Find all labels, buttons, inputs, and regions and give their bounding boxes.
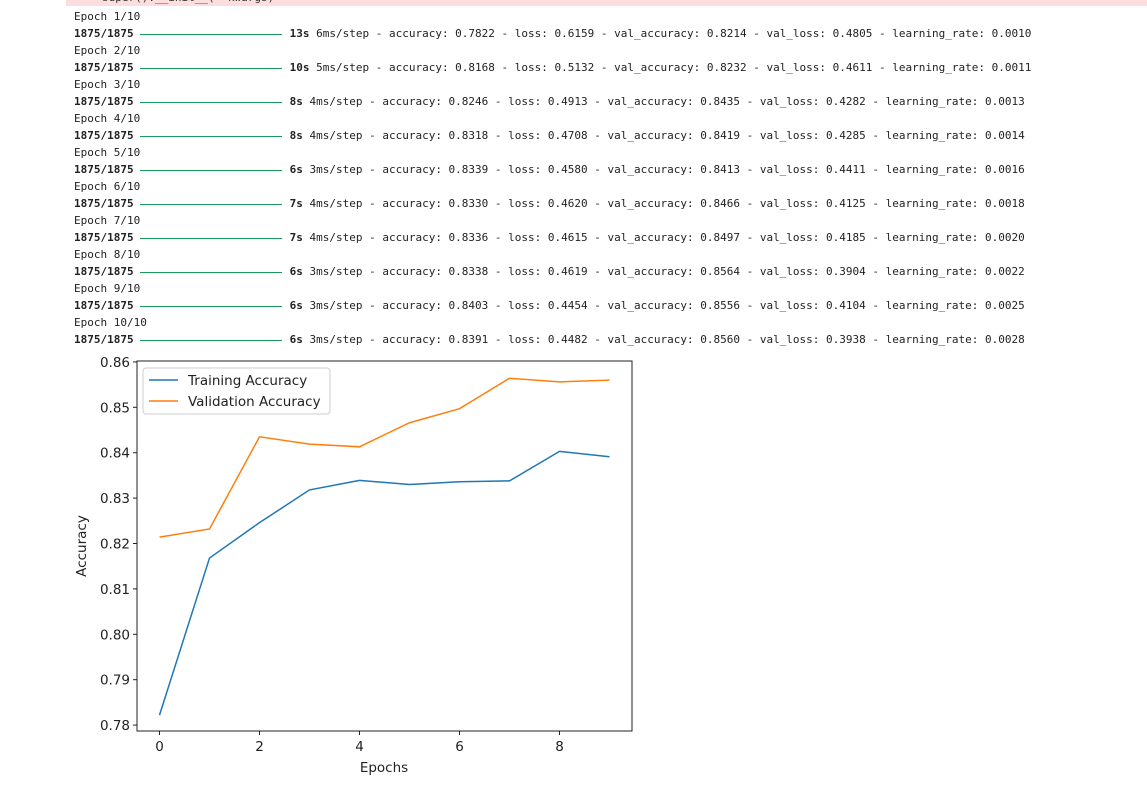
elapsed-time: 10s bbox=[289, 61, 310, 74]
metrics: 5ms/step - accuracy: 0.8168 - loss: 0.51… bbox=[316, 61, 1032, 74]
elapsed-time: 7s bbox=[289, 231, 303, 244]
data-line bbox=[158, 450, 610, 716]
progress-bar bbox=[139, 67, 282, 69]
progress-bar bbox=[139, 135, 282, 137]
progress-bar bbox=[139, 169, 282, 171]
progress-bar bbox=[139, 271, 282, 273]
step-count: 1875/1875 bbox=[74, 61, 134, 74]
warning-banner: super().__init__(**kwargs) bbox=[66, 0, 1147, 6]
metrics: 3ms/step - accuracy: 0.8391 - loss: 0.44… bbox=[309, 333, 1025, 346]
elapsed-time: 8s bbox=[289, 95, 303, 108]
step-count: 1875/1875 bbox=[74, 163, 134, 176]
elapsed-time: 13s bbox=[289, 27, 310, 40]
y-axis-label: Accuracy bbox=[74, 515, 90, 577]
x-tick-label: 4 bbox=[355, 739, 364, 755]
y-tick-label: 0.84 bbox=[100, 446, 130, 462]
progress-line: 1875/1875 7s 4ms/step - accuracy: 0.8336 … bbox=[74, 229, 1025, 246]
epoch-line: Epoch 6/10 bbox=[74, 180, 141, 193]
step-count: 1875/1875 bbox=[74, 197, 134, 210]
progress-line: 1875/1875 8s 4ms/step - accuracy: 0.8246 … bbox=[74, 93, 1025, 110]
y-tick-label: 0.86 bbox=[100, 355, 130, 371]
epoch-line: Epoch 7/10 bbox=[74, 214, 141, 227]
elapsed-time: 6s bbox=[289, 333, 303, 346]
epoch-line: Epoch 9/10 bbox=[74, 282, 141, 295]
y-tick-label: 0.82 bbox=[100, 537, 130, 553]
progress-line: 1875/1875 6s 3ms/step - accuracy: 0.8391 … bbox=[74, 331, 1025, 348]
metrics: 4ms/step - accuracy: 0.8330 - loss: 0.46… bbox=[309, 197, 1025, 210]
metrics: 4ms/step - accuracy: 0.8246 - loss: 0.49… bbox=[309, 95, 1025, 108]
step-count: 1875/1875 bbox=[74, 27, 134, 40]
progress-line: 1875/1875 7s 4ms/step - accuracy: 0.8330 … bbox=[74, 195, 1025, 212]
elapsed-time: 6s bbox=[289, 163, 303, 176]
progress-line: 1875/1875 13s 6ms/step - accuracy: 0.7822… bbox=[74, 25, 1031, 42]
elapsed-time: 6s bbox=[289, 299, 303, 312]
step-count: 1875/1875 bbox=[74, 265, 134, 278]
metrics: 4ms/step - accuracy: 0.8318 - loss: 0.47… bbox=[309, 129, 1025, 142]
progress-line: 1875/1875 6s 3ms/step - accuracy: 0.8339 … bbox=[74, 161, 1025, 178]
epoch-line: Epoch 3/10 bbox=[74, 78, 141, 91]
y-tick-label: 0.81 bbox=[100, 582, 130, 598]
x-tick-label: 0 bbox=[155, 739, 164, 755]
x-tick-label: 8 bbox=[555, 739, 564, 755]
plot-area bbox=[136, 360, 633, 732]
epoch-line: Epoch 8/10 bbox=[74, 248, 141, 261]
y-tick-label: 0.78 bbox=[100, 718, 130, 734]
progress-bar bbox=[139, 339, 282, 341]
step-count: 1875/1875 bbox=[74, 299, 134, 312]
legend-label: Validation Accuracy bbox=[188, 394, 321, 410]
epoch-line: Epoch 5/10 bbox=[74, 146, 141, 159]
data-line bbox=[159, 377, 610, 538]
elapsed-time: 6s bbox=[289, 265, 303, 278]
progress-line: 1875/1875 6s 3ms/step - accuracy: 0.8338 … bbox=[74, 263, 1025, 280]
metrics: 4ms/step - accuracy: 0.8336 - loss: 0.46… bbox=[309, 231, 1025, 244]
step-count: 1875/1875 bbox=[74, 231, 134, 244]
elapsed-time: 7s bbox=[289, 197, 303, 210]
progress-line: 1875/1875 8s 4ms/step - accuracy: 0.8318 … bbox=[74, 127, 1025, 144]
progress-bar bbox=[139, 33, 282, 35]
progress-line: 1875/1875 10s 5ms/step - accuracy: 0.8168… bbox=[74, 59, 1031, 76]
legend-label: Training Accuracy bbox=[187, 373, 307, 389]
y-tick-label: 0.83 bbox=[100, 491, 130, 507]
metrics: 3ms/step - accuracy: 0.8339 - loss: 0.45… bbox=[309, 163, 1025, 176]
epoch-line: Epoch 10/10 bbox=[74, 316, 147, 329]
x-axis-label: Epochs bbox=[360, 760, 408, 776]
epoch-line: Epoch 4/10 bbox=[74, 112, 141, 125]
x-tick-label: 6 bbox=[455, 739, 464, 755]
epoch-line: Epoch 2/10 bbox=[74, 44, 141, 57]
epoch-line: Epoch 1/10 bbox=[74, 10, 141, 23]
y-tick-label: 0.80 bbox=[100, 627, 130, 643]
step-count: 1875/1875 bbox=[74, 129, 134, 142]
metrics: 3ms/step - accuracy: 0.8338 - loss: 0.46… bbox=[309, 265, 1025, 278]
legend-box bbox=[142, 367, 331, 415]
progress-line: 1875/1875 6s 3ms/step - accuracy: 0.8403 … bbox=[74, 297, 1025, 314]
progress-bar bbox=[139, 305, 282, 307]
x-tick-label: 2 bbox=[255, 739, 264, 755]
y-tick-label: 0.79 bbox=[100, 673, 130, 689]
step-count: 1875/1875 bbox=[74, 333, 134, 346]
warning-text: super().__init__(**kwargs) bbox=[102, 0, 274, 4]
progress-bar bbox=[139, 203, 282, 205]
progress-bar bbox=[139, 237, 282, 239]
metrics: 6ms/step - accuracy: 0.7822 - loss: 0.61… bbox=[316, 27, 1032, 40]
elapsed-time: 8s bbox=[289, 129, 303, 142]
y-tick-label: 0.85 bbox=[100, 400, 130, 416]
metrics: 3ms/step - accuracy: 0.8403 - loss: 0.44… bbox=[309, 299, 1025, 312]
step-count: 1875/1875 bbox=[74, 95, 134, 108]
progress-bar bbox=[139, 101, 282, 103]
